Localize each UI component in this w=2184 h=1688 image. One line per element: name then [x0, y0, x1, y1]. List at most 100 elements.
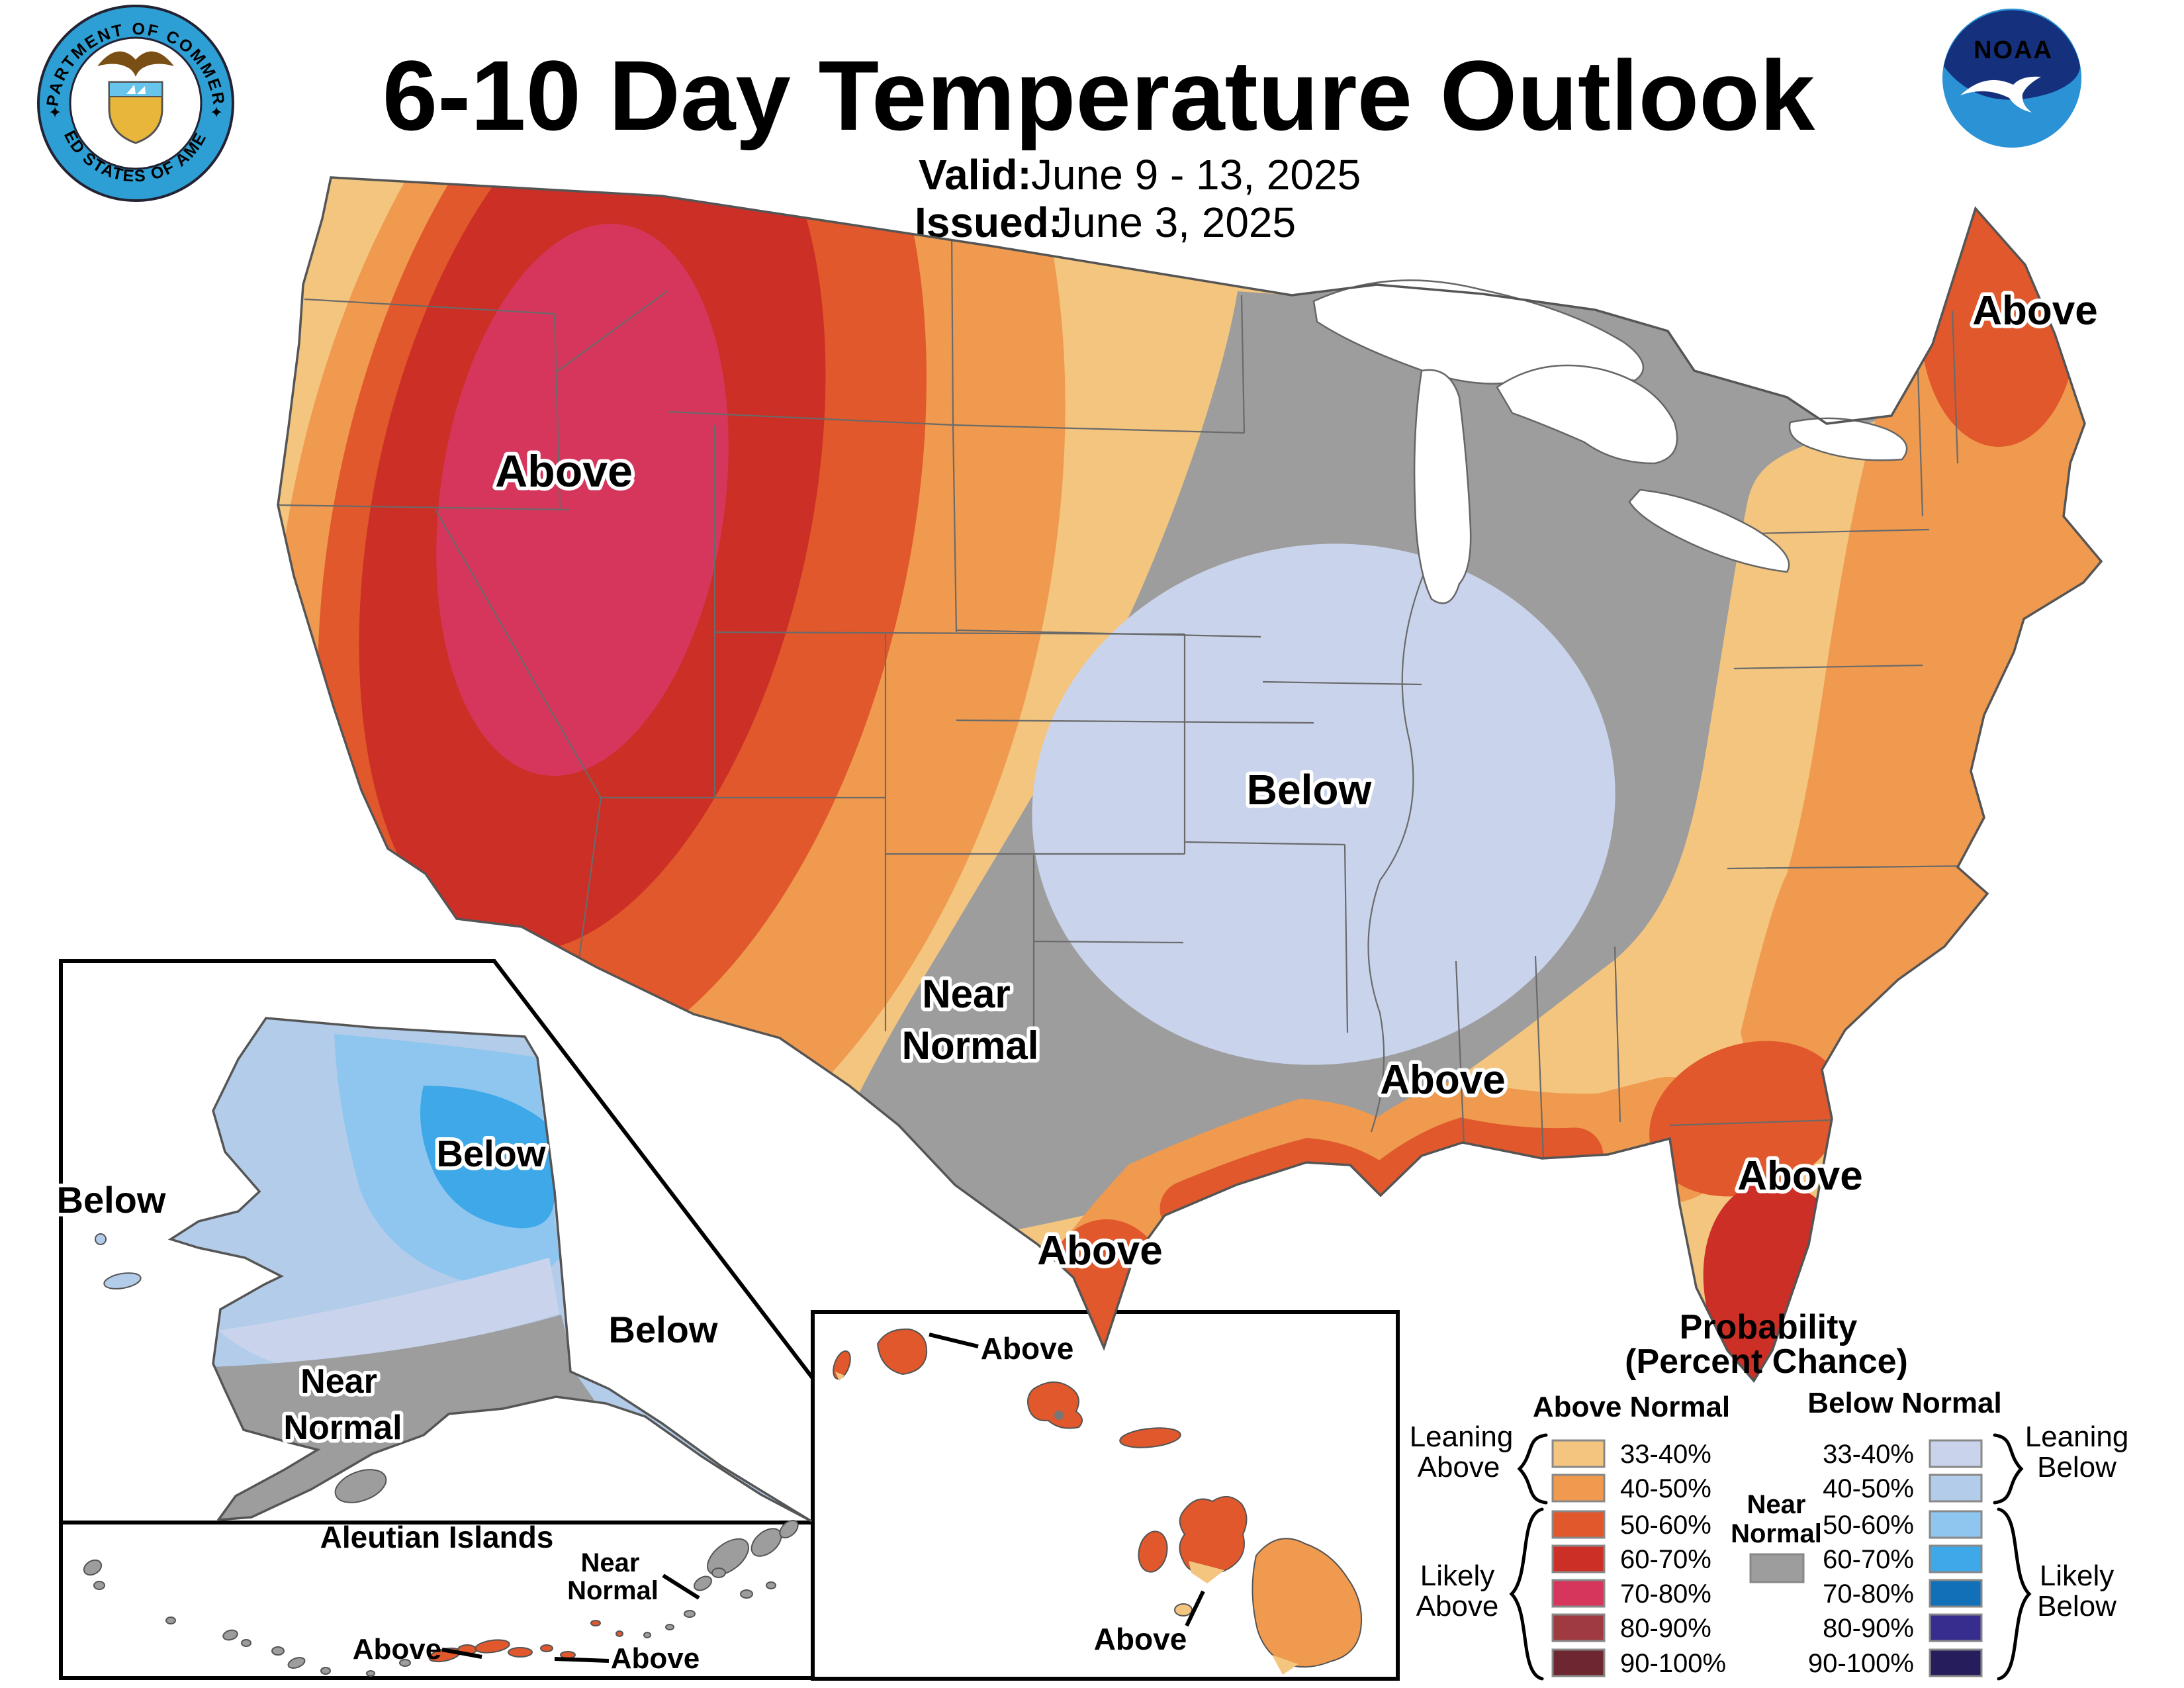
swatch-below-50-60	[1929, 1510, 1983, 1539]
legend: Probability (Percent Chance) Above Norma…	[1410, 1308, 2129, 1681]
lake-erie	[1628, 489, 1790, 573]
label-below-50-60: 50-60%	[1823, 1511, 1914, 1540]
swatch-below-80-90	[1929, 1613, 1983, 1642]
swatch-above-70-80	[1551, 1579, 1606, 1608]
swatch-above-80-90	[1551, 1613, 1606, 1642]
hi-molokai	[1119, 1427, 1181, 1448]
hi-maui	[1179, 1496, 1248, 1573]
lake-huron	[1496, 364, 1678, 465]
noaa-logo: NOAA	[1942, 9, 2081, 148]
hi-above-top-leader	[929, 1333, 979, 1348]
aleutian-near-1: Near	[581, 1548, 640, 1577]
ak-below-60-70	[420, 1086, 555, 1229]
ak-label-below-se: Below	[609, 1309, 718, 1350]
doc-seal-logo: ✦ ✦ DEPARTMENT OF COMMERCE UNITED STATES…	[37, 5, 234, 202]
header: 6-10 Day Temperature Outlook Valid: June…	[383, 40, 1815, 246]
swatch-below-60-70	[1929, 1544, 1983, 1573]
hi-oahu	[1027, 1382, 1083, 1429]
hi-kahoolawe	[1174, 1603, 1193, 1617]
label-below-60-70: 60-70%	[1823, 1545, 1914, 1574]
aleutian-near-leader	[662, 1573, 700, 1600]
state-borders	[278, 230, 1983, 1159]
swatch-above-50-60	[1551, 1510, 1606, 1539]
swatch-above-33-40	[1551, 1439, 1606, 1468]
below-region	[1032, 543, 1615, 1065]
aleutian-above-left: Above	[353, 1633, 441, 1665]
legend-above-header: Above Normal	[1533, 1391, 1730, 1423]
aleutian-above-left-leader	[441, 1648, 482, 1659]
legend-title-1: Probability	[1680, 1308, 1858, 1346]
doc-seal-star-right: ✦	[210, 104, 223, 122]
hi-maui-tip	[1189, 1561, 1224, 1583]
doc-seal-star-left: ✦	[48, 104, 62, 122]
hi-kauai	[876, 1328, 928, 1376]
aleutian-near-2: Normal	[567, 1576, 659, 1605]
label-tx-above: Above	[1037, 1228, 1162, 1274]
ak-st-lawrence-island	[103, 1272, 142, 1289]
legend-above-column: 33-40% 40-50% 50-60% 60-70% 70-80% 80-90…	[1551, 1439, 1726, 1678]
legend-leaning-below-1: Leaning	[2025, 1421, 2129, 1453]
ak-outline	[167, 1017, 812, 1523]
valid-value: June 9 - 13, 2025	[1031, 151, 1361, 199]
swatch-near-normal	[1749, 1553, 1805, 1583]
label-above-60-70: 60-70%	[1620, 1545, 1711, 1574]
aleutian-gray-islands	[83, 1519, 799, 1677]
label-above-70-80: 70-80%	[1620, 1579, 1711, 1609]
legend-near-2: Normal	[1731, 1519, 1822, 1548]
brace-likely-below	[1997, 1507, 2032, 1681]
hi-niihau-tip	[835, 1372, 844, 1381]
swatch-above-60-70	[1551, 1544, 1606, 1573]
issued-value: June 3, 2025	[1051, 199, 1296, 246]
hi-niihau	[833, 1350, 851, 1380]
swatch-below-33-40	[1929, 1439, 1983, 1468]
brace-likely-above	[1509, 1507, 1544, 1681]
swatch-below-40-50	[1929, 1474, 1983, 1503]
label-below-90-100: 90-100%	[1808, 1649, 1914, 1678]
label-fl-above: Above	[1737, 1153, 1862, 1199]
legend-near-normal: Near Normal	[1731, 1490, 1822, 1583]
hawaii-inset: Above Above	[833, 1328, 1363, 1675]
noaa-text: NOAA	[1974, 36, 2053, 64]
legend-leaning-below-2: Below	[2037, 1451, 2116, 1483]
legend-below-header: Below Normal	[1807, 1387, 2001, 1419]
label-nw-above: Above	[495, 446, 633, 496]
ak-small-island	[95, 1233, 107, 1245]
lake-ontario	[1788, 417, 1908, 461]
label-below-70-80: 70-80%	[1823, 1579, 1914, 1609]
label-near-normal-2: Normal	[902, 1023, 1039, 1068]
north-florida-above-50-60	[1649, 1041, 1845, 1197]
conus-labels: Above Above Below Near Normal Above Abov…	[492, 285, 2102, 1278]
conus-outline	[277, 176, 2103, 1383]
label-above-40-50: 40-50%	[1620, 1474, 1711, 1503]
doc-eagle-icon	[97, 51, 174, 77]
swatch-above-40-50	[1551, 1474, 1606, 1503]
aleutian-above-right-leader	[554, 1657, 610, 1663]
aleutian-inset: Aleutian Islands Near Normal Above Above	[83, 1519, 799, 1677]
legend-title-2: (Percent Chance)	[1625, 1342, 1908, 1381]
doc-ship-icon	[126, 85, 146, 94]
hi-above-top: Above	[981, 1331, 1074, 1366]
label-above-50-60: 50-60%	[1620, 1511, 1711, 1540]
aleutian-above-right: Above	[611, 1642, 700, 1675]
ak-label-below-inner: Below	[437, 1133, 546, 1174]
doc-shield-band	[109, 81, 163, 97]
brace-leaning-above	[1517, 1433, 1548, 1505]
legend-below-column: 33-40% 40-50% 50-60% 60-70% 70-80% 80-90…	[1808, 1439, 1983, 1678]
hi-big-island-tip	[1272, 1655, 1298, 1675]
great-lakes	[1312, 279, 1908, 604]
label-maine-above: Above	[1972, 288, 2097, 334]
ak-below-33-40-band	[218, 1258, 559, 1369]
swatch-below-90-100	[1929, 1648, 1983, 1677]
swatch-below-70-80	[1929, 1579, 1983, 1608]
label-above-33-40: 33-40%	[1620, 1440, 1711, 1469]
noaa-dark-top	[1944, 10, 2080, 100]
aleutian-orange-islands	[428, 1620, 623, 1663]
label-above-90-100: 90-100%	[1620, 1649, 1726, 1678]
legend-likely-below-1: Likely	[2040, 1560, 2115, 1592]
hi-above-bottom-leader	[1185, 1590, 1205, 1627]
ak-label-near-2: Normal	[283, 1409, 402, 1447]
alaska-inset: Below Below Below Near Normal	[53, 1017, 812, 1523]
label-below-33-40: 33-40%	[1823, 1440, 1914, 1469]
